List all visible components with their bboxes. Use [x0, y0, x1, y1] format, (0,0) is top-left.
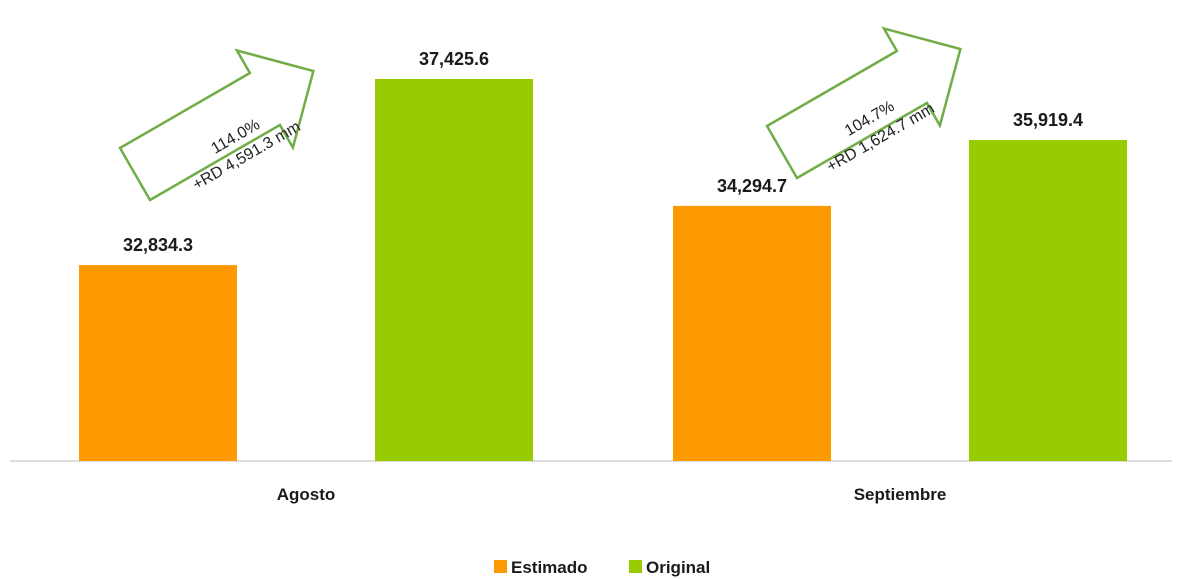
bar-estimado-agosto [79, 265, 237, 461]
legend: Estimado Original [494, 558, 710, 577]
data-labels-layer: 32,834.3 37,425.6 34,294.7 35,919.4 [123, 49, 1083, 255]
annotation-septiembre: 104.7% +RD 1,624.7 mm [765, 26, 962, 180]
bars-layer [79, 79, 1127, 461]
legend-label-original: Original [646, 558, 710, 577]
legend-swatch-estimado [494, 560, 507, 573]
data-label-estimado-agosto: 32,834.3 [123, 235, 193, 255]
data-label-original-agosto: 37,425.6 [419, 49, 489, 69]
data-label-estimado-septiembre: 34,294.7 [717, 176, 787, 196]
x-tick-label-septiembre: Septiembre [854, 485, 947, 504]
legend-swatch-original [629, 560, 642, 573]
data-label-original-septiembre: 35,919.4 [1013, 110, 1083, 130]
bar-original-septiembre [969, 140, 1127, 461]
bar-estimado-septiembre [673, 205, 831, 461]
legend-label-estimado: Estimado [511, 558, 588, 577]
arrow-icon [118, 48, 315, 202]
annotation-agosto: 114.0% +RD 4,591.3 mm [118, 48, 315, 202]
bar-original-agosto [375, 79, 533, 461]
arrow-icon [765, 26, 962, 180]
x-tick-label-agosto: Agosto [277, 485, 336, 504]
